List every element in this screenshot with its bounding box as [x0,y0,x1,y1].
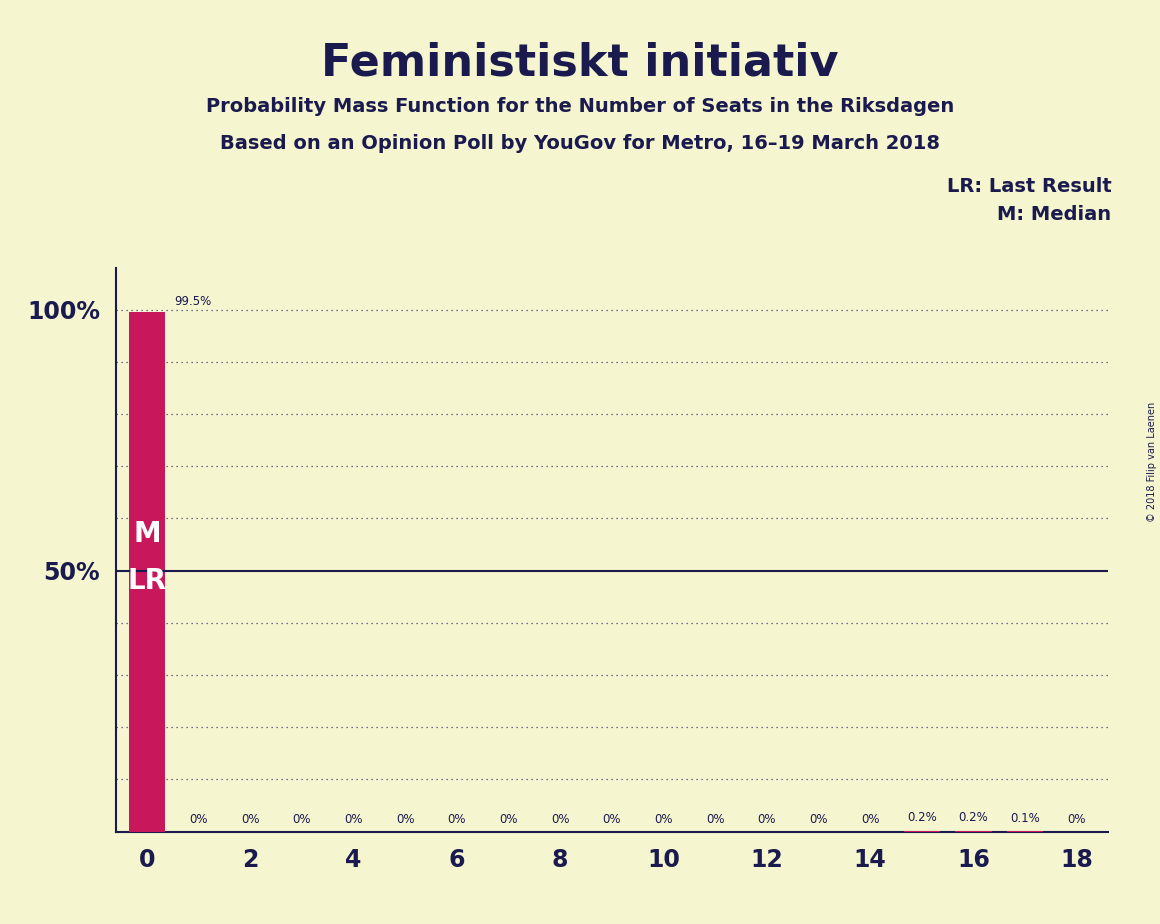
Text: 0%: 0% [499,813,517,826]
Text: Based on an Opinion Poll by YouGov for Metro, 16–19 March 2018: Based on an Opinion Poll by YouGov for M… [220,134,940,153]
Text: LR: Last Result: LR: Last Result [947,177,1111,197]
Bar [129,312,165,832]
Text: M: Median: M: Median [998,205,1111,225]
Text: 0%: 0% [1067,813,1086,826]
Text: 0%: 0% [241,813,260,826]
Text: 0.2%: 0.2% [907,811,937,824]
Text: M: M [133,520,161,548]
Text: 0%: 0% [189,813,208,826]
Text: © 2018 Filip van Laenen: © 2018 Filip van Laenen [1147,402,1157,522]
Text: 0%: 0% [654,813,673,826]
Text: 0%: 0% [448,813,466,826]
Text: 0%: 0% [551,813,570,826]
Text: LR: LR [128,567,167,595]
Text: 0%: 0% [292,813,311,826]
Text: 0.2%: 0.2% [958,811,988,824]
Text: 0%: 0% [861,813,879,826]
Text: 0%: 0% [396,813,414,826]
Text: Feministiskt initiativ: Feministiskt initiativ [321,42,839,85]
Text: 99.5%: 99.5% [174,295,211,308]
Text: Probability Mass Function for the Number of Seats in the Riksdagen: Probability Mass Function for the Number… [205,97,955,116]
Text: 0%: 0% [603,813,621,826]
Text: 0%: 0% [810,813,828,826]
Bar [904,831,940,832]
Text: 0%: 0% [757,813,776,826]
Text: 0%: 0% [345,813,363,826]
Bar [956,831,992,832]
Text: 0.1%: 0.1% [1010,812,1041,825]
Text: 0%: 0% [706,813,725,826]
